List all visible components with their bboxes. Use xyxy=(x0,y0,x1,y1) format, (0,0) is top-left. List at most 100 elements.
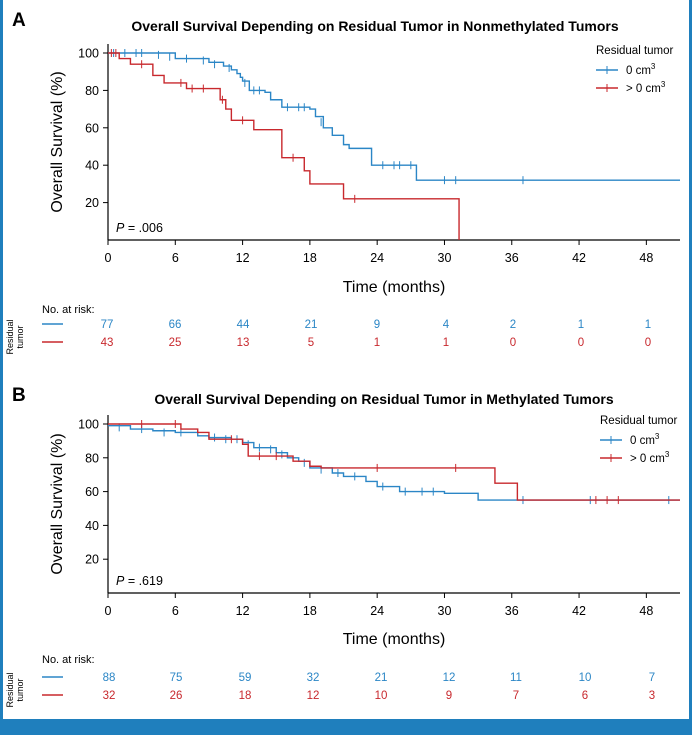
risk-value: 9 xyxy=(446,690,452,702)
risk-group-label-line: tumor xyxy=(15,325,25,348)
risk-value: 10 xyxy=(375,690,388,702)
y-tick-label: 20 xyxy=(85,553,99,567)
risk-value: 1 xyxy=(645,319,651,331)
y-tick-label: 40 xyxy=(85,519,99,533)
y-tick-label: 80 xyxy=(85,451,99,465)
legend-entry-text: 0 cm xyxy=(630,435,655,447)
legend-entry-text: > 0 cm xyxy=(630,453,665,465)
y-tick-label: 60 xyxy=(85,485,99,499)
legend-entry-blue: 0 cm3 xyxy=(630,432,660,447)
risk-value: 32 xyxy=(103,690,116,702)
risk-value: 10 xyxy=(579,672,592,684)
legend-entry-blue: 0 cm3 xyxy=(626,62,656,77)
x-axis-label: Time (months) xyxy=(343,279,446,296)
p-value: P = .619 xyxy=(116,574,163,588)
risk-value: 7 xyxy=(649,672,655,684)
survival-curve-red xyxy=(108,52,460,240)
y-tick-label: 100 xyxy=(78,47,99,61)
p-value-text: = .619 xyxy=(124,574,163,588)
risk-value: 21 xyxy=(375,672,388,684)
risk-value: 75 xyxy=(170,672,183,684)
risk-value: 77 xyxy=(101,319,114,331)
risk-value: 0 xyxy=(578,337,584,349)
x-tick-label: 18 xyxy=(303,604,317,618)
risk-value: 21 xyxy=(305,319,318,331)
x-tick-label: 48 xyxy=(639,251,653,265)
x-tick-label: 42 xyxy=(572,251,586,265)
risk-value: 9 xyxy=(374,319,380,331)
y-tick-label: 60 xyxy=(85,121,99,135)
x-axis-label: Time (months) xyxy=(343,631,446,648)
risk-table-label: No. at risk: xyxy=(42,654,95,666)
legend-entry-text: 0 cm xyxy=(626,65,651,77)
x-tick-label: 0 xyxy=(105,604,112,618)
chart-title: Overall Survival Depending on Residual T… xyxy=(131,18,618,34)
legend-entry-text: > 0 cm xyxy=(626,83,661,95)
chart-title: Overall Survival Depending on Residual T… xyxy=(154,391,613,407)
x-tick-label: 0 xyxy=(105,251,112,265)
risk-value: 13 xyxy=(237,337,250,349)
risk-value: 4 xyxy=(443,319,450,331)
p-value-text: = .006 xyxy=(124,221,163,235)
x-tick-label: 36 xyxy=(505,604,519,618)
risk-value: 32 xyxy=(307,672,320,684)
risk-group-label: Residualtumor xyxy=(5,672,25,707)
risk-table-label: No. at risk: xyxy=(42,304,95,316)
risk-value: 0 xyxy=(645,337,651,349)
risk-value: 43 xyxy=(101,337,114,349)
legend-entry-superscript: 3 xyxy=(661,80,666,89)
risk-value: 59 xyxy=(239,672,252,684)
y-tick-label: 100 xyxy=(78,418,99,432)
legend-entry-superscript: 3 xyxy=(651,62,656,71)
risk-group-label-line: tumor xyxy=(15,678,25,701)
survival-curve-blue xyxy=(108,52,680,181)
legend-entry-red: > 0 cm3 xyxy=(626,80,666,95)
legend-entry-red: > 0 cm3 xyxy=(630,450,670,465)
legend-title: Residual tumor xyxy=(596,45,674,57)
risk-group-label-line: Residual xyxy=(5,672,15,707)
p-value: P = .006 xyxy=(116,221,163,235)
chart-panel-a: A Overall Survival Depending on Residual … xyxy=(5,10,680,355)
survival-curve-red xyxy=(108,423,680,501)
chart-panel-b: B Overall Survival Depending on Residual … xyxy=(5,385,680,708)
p-value-symbol: P xyxy=(116,574,125,588)
risk-value: 25 xyxy=(169,337,182,349)
risk-value: 66 xyxy=(169,319,182,331)
risk-value: 7 xyxy=(513,690,519,702)
survival-curve-blue xyxy=(108,424,680,501)
risk-value: 88 xyxy=(103,672,116,684)
x-tick-label: 30 xyxy=(438,251,452,265)
risk-value: 5 xyxy=(308,337,314,349)
risk-value: 26 xyxy=(170,690,183,702)
risk-value: 12 xyxy=(443,672,456,684)
x-tick-label: 6 xyxy=(172,604,179,618)
risk-group-label: Residualtumor xyxy=(5,319,25,354)
x-tick-label: 24 xyxy=(370,604,384,618)
legend-entry-superscript: 3 xyxy=(665,450,670,459)
y-axis-label: Overall Survival (%) xyxy=(49,71,66,212)
risk-value: 11 xyxy=(510,672,522,684)
y-axis-label: Overall Survival (%) xyxy=(49,433,66,574)
x-tick-label: 48 xyxy=(639,604,653,618)
y-tick-label: 40 xyxy=(85,159,99,173)
p-value-symbol: P xyxy=(116,221,125,235)
x-tick-label: 30 xyxy=(438,604,452,618)
x-tick-label: 36 xyxy=(505,251,519,265)
bottom-color-bar xyxy=(0,719,692,735)
panel-label: A xyxy=(12,10,26,31)
legend-entry-superscript: 3 xyxy=(655,432,660,441)
x-tick-label: 24 xyxy=(370,251,384,265)
x-tick-label: 18 xyxy=(303,251,317,265)
risk-value: 18 xyxy=(239,690,252,702)
risk-value: 2 xyxy=(510,319,516,331)
y-tick-label: 80 xyxy=(85,84,99,98)
legend-title: Residual tumor xyxy=(600,415,678,427)
frame-right-border xyxy=(689,0,692,719)
risk-value: 6 xyxy=(582,690,588,702)
x-tick-label: 12 xyxy=(236,251,250,265)
x-tick-label: 6 xyxy=(172,251,179,265)
risk-value: 12 xyxy=(307,690,320,702)
risk-value: 1 xyxy=(443,337,449,349)
